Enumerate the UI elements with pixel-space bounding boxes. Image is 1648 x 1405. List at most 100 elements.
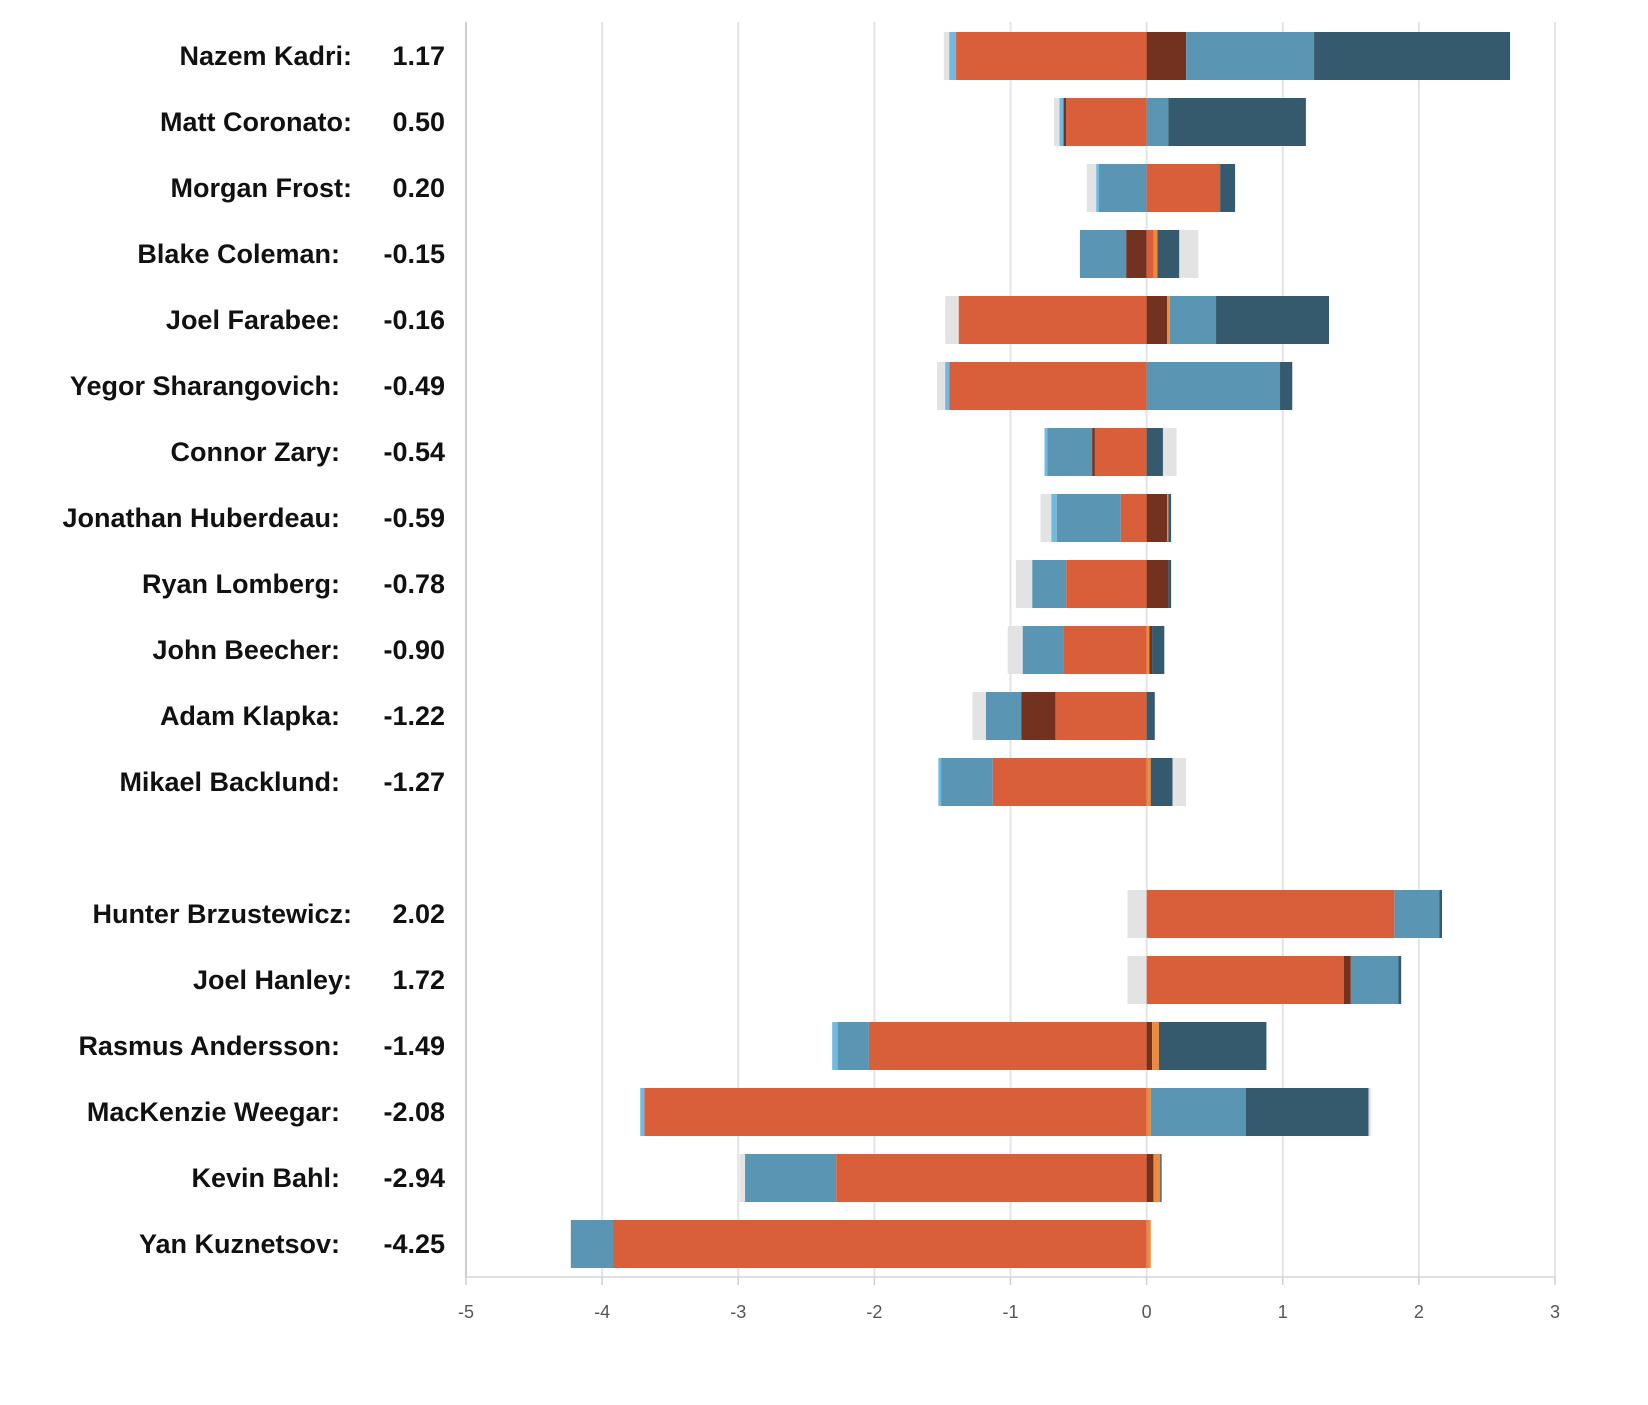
- bar-segment-blue: [837, 1022, 869, 1070]
- bar-segment-blue: [1394, 890, 1440, 938]
- bar-segment-red: [1146, 230, 1154, 278]
- bar-segment-gray: [1179, 230, 1199, 278]
- bar-segment-dark: [1150, 758, 1173, 806]
- bar-segment-blue: [1169, 296, 1217, 344]
- bar-segment-gray: [739, 1154, 746, 1202]
- player-value-label: -2.08: [383, 1097, 445, 1127]
- bar-segment-gray: [1054, 98, 1060, 146]
- player-value-label: -4.25: [383, 1229, 445, 1259]
- x-tick-label: -5: [458, 1302, 474, 1322]
- player-name-label: Matt Coronato:: [160, 107, 352, 137]
- player-row: [1127, 956, 1402, 1004]
- bar-segment-lightblue: [945, 362, 950, 410]
- bar-segment-blue: [1146, 362, 1281, 410]
- player-value-label: 2.02: [392, 899, 445, 929]
- bar-segment-brown: [1021, 692, 1056, 740]
- bar-segment-gray: [1127, 956, 1147, 1004]
- bar-segment-gray: [1172, 758, 1187, 806]
- bar-segment-red: [949, 362, 1147, 410]
- bar-segment-dark: [1146, 692, 1155, 740]
- player-name-label: MacKenzie Weegar:: [87, 1097, 340, 1127]
- bar-segment-red: [613, 1220, 1147, 1268]
- player-name-label: Adam Klapka:: [160, 701, 340, 731]
- bar-segment-brown: [1344, 956, 1351, 1004]
- bar-segment-red: [1055, 692, 1147, 740]
- bar-segment-gray: [1040, 494, 1052, 542]
- bar-segment-blue: [1047, 428, 1093, 476]
- x-tick-label: 1: [1278, 1302, 1288, 1322]
- player-name-label: Yegor Sharangovich:: [70, 371, 340, 401]
- player-name-label: Kevin Bahl:: [191, 1163, 340, 1193]
- player-name-label: Nazem Kadri:: [179, 41, 352, 71]
- player-row: [1086, 164, 1236, 212]
- player-value-label: -0.15: [383, 239, 445, 269]
- bar-segment-orange: [1146, 1220, 1151, 1268]
- bar-segment-dark: [1168, 494, 1172, 542]
- bar-segment-red: [1146, 956, 1345, 1004]
- bar-segment-blue: [1022, 626, 1064, 674]
- player-row: [1054, 98, 1306, 146]
- bar-segment-brown: [1126, 230, 1147, 278]
- player-row: [739, 1154, 1162, 1202]
- bar-segment-brown: [1146, 1022, 1153, 1070]
- bar-segment-lightblue: [1044, 428, 1048, 476]
- player-row: [972, 692, 1155, 740]
- bar-segment-dark: [1146, 428, 1163, 476]
- bar-segment-dark: [1158, 1022, 1267, 1070]
- bar-segment-red: [958, 296, 1147, 344]
- bar-segment-dark: [1168, 98, 1306, 146]
- player-row: [640, 1088, 1372, 1136]
- player-name-label: John Beecher:: [152, 635, 340, 665]
- bar-segment-dark: [1160, 1154, 1162, 1202]
- bar-segment-brown: [1092, 428, 1095, 476]
- bar-segment-red: [644, 1088, 1147, 1136]
- player-value-label: 1.17: [392, 41, 445, 71]
- player-row: [936, 362, 1293, 410]
- bar-segment-blue: [1056, 494, 1121, 542]
- player-row: [1079, 230, 1199, 278]
- bar-segment-dark: [1220, 164, 1236, 212]
- x-tick-label: -1: [1002, 1302, 1018, 1322]
- bar-segment-orange: [1146, 626, 1150, 674]
- bar-segment-lightblue: [1096, 164, 1099, 212]
- player-name-label: Ryan Lomberg:: [142, 569, 340, 599]
- bar-segment-lightblue: [1059, 98, 1064, 146]
- player-value-label: -0.90: [383, 635, 445, 665]
- bar-segment-blue: [1350, 956, 1399, 1004]
- bar-segment-dark: [1157, 230, 1180, 278]
- player-value-label: -1.27: [383, 767, 445, 797]
- bar-segment-gray: [1162, 428, 1177, 476]
- player-row: [570, 1220, 1151, 1268]
- player-row: [1007, 626, 1165, 674]
- x-axis: -5 -4 -3 -2 -1 0 1 2 3: [458, 1276, 1560, 1322]
- bar-segment-brown: [1146, 32, 1187, 80]
- player-value-label: 0.50: [392, 107, 445, 137]
- player-value-label: -0.78: [383, 569, 445, 599]
- bar-segment-red: [1146, 890, 1395, 938]
- player-row: [943, 32, 1511, 80]
- bar-segment-brown: [1149, 626, 1153, 674]
- bar-segment-orange: [1153, 1154, 1161, 1202]
- bar-segment-dark: [1168, 560, 1172, 608]
- bar-segment-gray: [1086, 164, 1097, 212]
- bar-segment-red: [868, 1022, 1147, 1070]
- x-tick-label: -3: [730, 1302, 746, 1322]
- bar-segment-orange: [1167, 494, 1169, 542]
- row-labels: Nazem Kadri: 1.17 Matt Coronato: 0.50 Morgan…: [62, 41, 445, 1259]
- x-tick-label: 0: [1142, 1302, 1152, 1322]
- bar-segment-blue: [1098, 164, 1147, 212]
- bar-segment-red: [1146, 164, 1221, 212]
- bar-segment-gray: [1368, 1088, 1372, 1136]
- bar-segment-dark: [1216, 296, 1330, 344]
- bar-segment-lightblue: [949, 32, 957, 80]
- bar-segment-orange: [1167, 296, 1170, 344]
- bar-segment-gray: [1015, 560, 1033, 608]
- player-name-label: Yan Kuznetsov:: [139, 1229, 340, 1259]
- player-name-label: Joel Hanley:: [193, 965, 352, 995]
- bar-segment-lightblue: [832, 1022, 838, 1070]
- bar-segment-blue: [1186, 32, 1315, 80]
- bar-segment-orange: [1153, 230, 1158, 278]
- x-tick-label: -2: [866, 1302, 882, 1322]
- bar-segment-blue: [570, 1220, 614, 1268]
